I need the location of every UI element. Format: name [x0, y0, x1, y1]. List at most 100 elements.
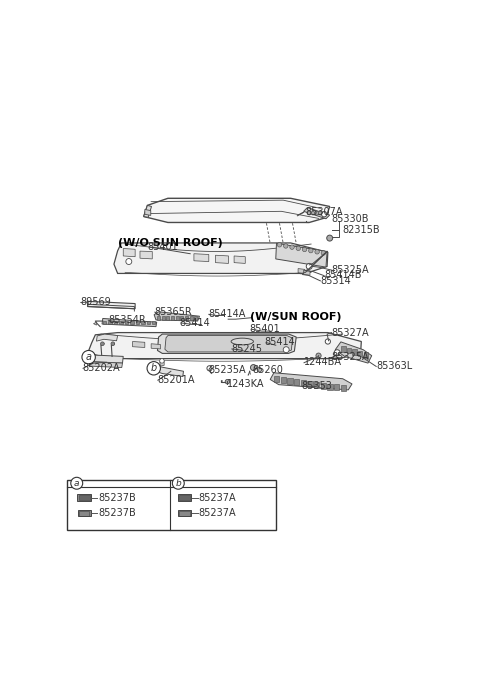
- Polygon shape: [300, 380, 306, 386]
- Text: 89569: 89569: [81, 297, 111, 307]
- Bar: [67, 480, 276, 531]
- Polygon shape: [216, 255, 228, 263]
- Circle shape: [316, 353, 321, 358]
- Polygon shape: [141, 321, 144, 324]
- Text: 85414B: 85414B: [324, 270, 361, 281]
- Polygon shape: [157, 316, 160, 319]
- Circle shape: [126, 258, 132, 265]
- Text: 85307A: 85307A: [305, 207, 343, 217]
- Text: 85325A: 85325A: [332, 265, 369, 275]
- Circle shape: [207, 366, 212, 371]
- Polygon shape: [130, 321, 133, 324]
- Circle shape: [277, 243, 282, 247]
- Polygon shape: [270, 372, 352, 390]
- Polygon shape: [87, 301, 135, 309]
- Text: (W/O SUN ROOF): (W/O SUN ROOF): [118, 238, 222, 248]
- Ellipse shape: [231, 338, 253, 345]
- Circle shape: [160, 359, 164, 363]
- Polygon shape: [178, 511, 191, 516]
- Circle shape: [71, 477, 83, 489]
- Polygon shape: [108, 321, 112, 324]
- Polygon shape: [165, 336, 292, 352]
- Polygon shape: [157, 334, 296, 353]
- Circle shape: [225, 379, 229, 384]
- Text: 85365R: 85365R: [155, 307, 192, 316]
- Circle shape: [325, 339, 330, 344]
- Polygon shape: [132, 341, 145, 348]
- Circle shape: [147, 361, 160, 375]
- Polygon shape: [190, 316, 192, 319]
- Text: 85414A: 85414A: [209, 309, 246, 319]
- Circle shape: [321, 251, 325, 255]
- Text: 85414: 85414: [264, 337, 295, 348]
- Polygon shape: [276, 243, 327, 267]
- Circle shape: [311, 211, 315, 215]
- Text: 85363L: 85363L: [376, 361, 412, 371]
- Polygon shape: [145, 209, 151, 216]
- Polygon shape: [307, 381, 312, 387]
- Circle shape: [327, 235, 333, 241]
- Polygon shape: [294, 379, 299, 385]
- Polygon shape: [152, 321, 156, 324]
- Polygon shape: [352, 350, 357, 354]
- Polygon shape: [77, 494, 91, 502]
- Text: a: a: [74, 479, 80, 488]
- Text: 85237A: 85237A: [198, 493, 236, 503]
- Polygon shape: [176, 316, 179, 319]
- Text: 85325A: 85325A: [332, 352, 369, 362]
- Polygon shape: [334, 384, 339, 390]
- Text: 85414: 85414: [179, 318, 210, 328]
- Text: 82315B: 82315B: [343, 225, 380, 235]
- Circle shape: [257, 368, 262, 372]
- Text: 85401: 85401: [250, 324, 280, 334]
- Polygon shape: [90, 355, 123, 363]
- Polygon shape: [327, 384, 333, 390]
- Polygon shape: [341, 346, 346, 352]
- Polygon shape: [341, 386, 346, 391]
- Text: 1243KA: 1243KA: [228, 379, 265, 389]
- Polygon shape: [114, 243, 328, 274]
- Circle shape: [315, 211, 319, 215]
- Circle shape: [251, 365, 256, 370]
- Circle shape: [306, 263, 312, 269]
- Text: 1244BA: 1244BA: [304, 357, 342, 368]
- Polygon shape: [102, 319, 156, 327]
- Polygon shape: [78, 511, 91, 516]
- Polygon shape: [194, 316, 197, 319]
- Polygon shape: [298, 269, 305, 274]
- Circle shape: [284, 244, 288, 248]
- Polygon shape: [144, 198, 330, 223]
- Polygon shape: [304, 270, 310, 275]
- Polygon shape: [171, 316, 174, 319]
- Text: b: b: [151, 363, 157, 373]
- Circle shape: [172, 477, 184, 489]
- Text: 85314: 85314: [321, 276, 351, 285]
- Polygon shape: [120, 321, 123, 324]
- Text: 85354R: 85354R: [108, 315, 146, 325]
- Polygon shape: [160, 361, 164, 366]
- Polygon shape: [274, 376, 279, 382]
- Circle shape: [322, 211, 327, 217]
- Circle shape: [283, 347, 289, 352]
- Circle shape: [319, 211, 322, 215]
- Polygon shape: [281, 377, 286, 383]
- Text: 85237B: 85237B: [98, 493, 136, 503]
- Circle shape: [334, 350, 340, 356]
- Polygon shape: [114, 321, 117, 324]
- Polygon shape: [88, 332, 361, 359]
- Polygon shape: [125, 321, 128, 324]
- Text: 85237A: 85237A: [198, 509, 236, 518]
- Polygon shape: [162, 316, 165, 319]
- Polygon shape: [194, 254, 209, 261]
- Text: (W/SUN ROOF): (W/SUN ROOF): [250, 312, 341, 322]
- Polygon shape: [347, 348, 351, 353]
- Polygon shape: [179, 495, 190, 500]
- Polygon shape: [96, 334, 118, 341]
- Polygon shape: [146, 321, 150, 324]
- Polygon shape: [180, 316, 183, 319]
- Polygon shape: [151, 343, 160, 349]
- Polygon shape: [94, 322, 96, 325]
- Polygon shape: [358, 351, 362, 356]
- Text: 85401: 85401: [147, 242, 178, 252]
- Polygon shape: [304, 207, 330, 219]
